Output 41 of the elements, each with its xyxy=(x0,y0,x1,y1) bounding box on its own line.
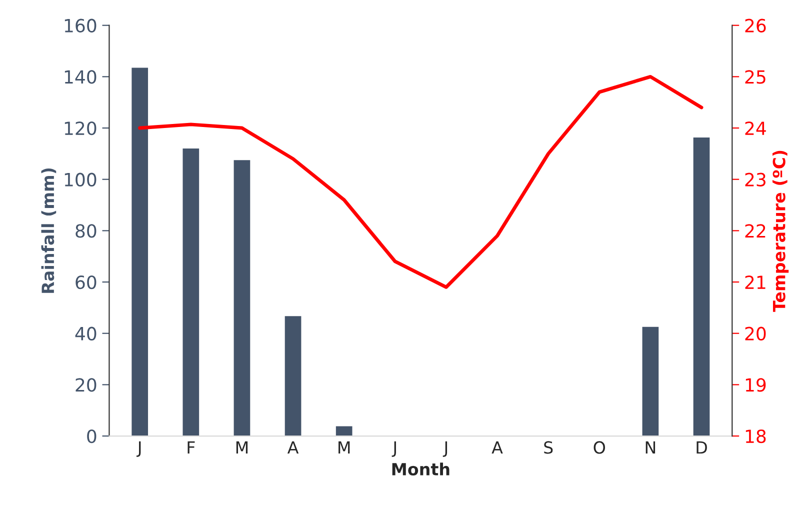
y-tick-label: 160 xyxy=(64,18,96,32)
x-tick-label: F xyxy=(188,441,195,454)
x-tick-label: O xyxy=(594,441,606,454)
x-tick-label: J xyxy=(442,441,448,457)
bar xyxy=(642,326,659,436)
x-tick-label: J xyxy=(136,441,141,457)
x-tick-label: D xyxy=(696,441,707,454)
bar xyxy=(284,316,302,436)
y-tick-label: 0 xyxy=(87,429,96,444)
y-axis-title: Rainfall (mm) xyxy=(41,168,56,293)
bar xyxy=(336,426,352,436)
y-tick-label: 60 xyxy=(76,275,96,290)
y2-tick-label: 20 xyxy=(745,326,766,340)
y-tick-label: 120 xyxy=(64,121,96,136)
y-tick-label: 20 xyxy=(76,378,96,392)
bar xyxy=(693,138,710,436)
y2-tick-label: 24 xyxy=(745,121,766,135)
bar xyxy=(182,148,200,436)
y-tick-label: 80 xyxy=(76,224,96,238)
y2-tick-label: 26 xyxy=(745,18,766,32)
y-tick-label: 40 xyxy=(75,326,96,340)
y-tick-label: 140 xyxy=(64,70,96,84)
bar xyxy=(132,68,148,436)
x-tick-label: J xyxy=(392,441,396,457)
x-tick-label: A xyxy=(492,441,503,454)
x-tick-label: A xyxy=(287,441,299,454)
line-series xyxy=(138,74,704,289)
x-tick-label: M xyxy=(236,441,248,454)
y2-tick-label: 22 xyxy=(745,224,766,238)
y-tick-label: 100 xyxy=(64,172,96,186)
x-tick-label: S xyxy=(544,441,553,454)
x-tick-label: M xyxy=(338,441,350,454)
x-tick-label: N xyxy=(646,441,656,454)
x-axis-title: Month xyxy=(392,462,450,476)
y2-tick-label: 23 xyxy=(745,172,766,186)
y2-tick-label: 25 xyxy=(745,70,766,84)
y2-tick-label: 19 xyxy=(746,378,766,392)
bar xyxy=(234,160,250,436)
y2-tick-label: 21 xyxy=(745,275,766,289)
y2-axis-title: Temperature (ºC) xyxy=(772,150,789,312)
y2-tick-label: 18 xyxy=(746,429,766,444)
